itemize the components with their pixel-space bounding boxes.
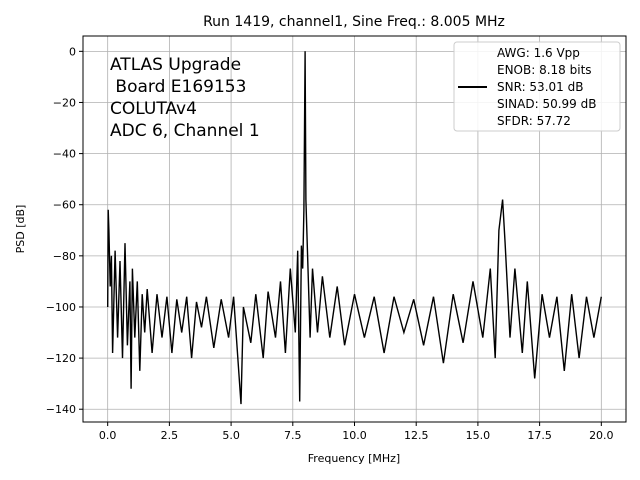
x-tick-label: 20.0 — [589, 429, 614, 442]
legend-line-1: AWG: 1.6 Vpp — [497, 46, 580, 60]
annotation-line-2: Board E169153 — [110, 77, 246, 97]
series-layer — [107, 51, 602, 405]
y-tick-label: −80 — [53, 250, 76, 263]
x-tick-label: 5.0 — [222, 429, 240, 442]
y-tick-label: −60 — [53, 199, 76, 212]
annotation-line-4: ADC 6, Channel 1 — [110, 121, 260, 141]
x-tick-label: 7.5 — [284, 429, 302, 442]
psd-series-line — [107, 51, 602, 405]
annotation-line-3: COLUTAv4 — [110, 99, 197, 119]
legend: AWG: 1.6 Vpp ENOB: 8.18 bits SNR: 53.01 … — [453, 41, 621, 132]
y-axis-label: PSD [dB] — [14, 205, 27, 254]
y-axis-ticks: 0 −20 −40 −60 −80 −100 −120 −140 — [46, 45, 83, 416]
legend-line-2: ENOB: 8.18 bits — [497, 63, 592, 77]
legend-line-3: SNR: 53.01 dB — [497, 80, 583, 94]
legend-line-4: SINAD: 50.99 dB — [497, 97, 596, 111]
y-tick-label: −40 — [53, 148, 76, 161]
y-tick-label: −140 — [46, 403, 76, 416]
y-tick-label: 0 — [69, 45, 76, 58]
x-tick-label: 2.5 — [161, 429, 179, 442]
legend-line-5: SFDR: 57.72 — [497, 114, 571, 128]
x-tick-label: 0.0 — [99, 429, 117, 442]
y-tick-label: −120 — [46, 352, 76, 365]
x-axis-label: Frequency [MHz] — [308, 452, 400, 465]
x-tick-label: 10.0 — [342, 429, 367, 442]
x-axis-ticks: 0.0 2.5 5.0 7.5 10.0 12.5 15.0 17.5 20.0 — [99, 422, 614, 442]
annotation-line-1: ATLAS Upgrade — [110, 55, 241, 75]
y-tick-label: −20 — [53, 96, 76, 109]
y-tick-label: −100 — [46, 301, 76, 314]
x-tick-label: 15.0 — [466, 429, 491, 442]
x-tick-label: 12.5 — [404, 429, 429, 442]
legend-box — [453, 41, 621, 132]
chart-title: Run 1419, channel1, Sine Freq.: 8.005 MH… — [203, 14, 505, 30]
annotation-block: ATLAS Upgrade Board E169153 COLUTAv4 ADC… — [110, 55, 260, 141]
x-tick-label: 17.5 — [527, 429, 552, 442]
